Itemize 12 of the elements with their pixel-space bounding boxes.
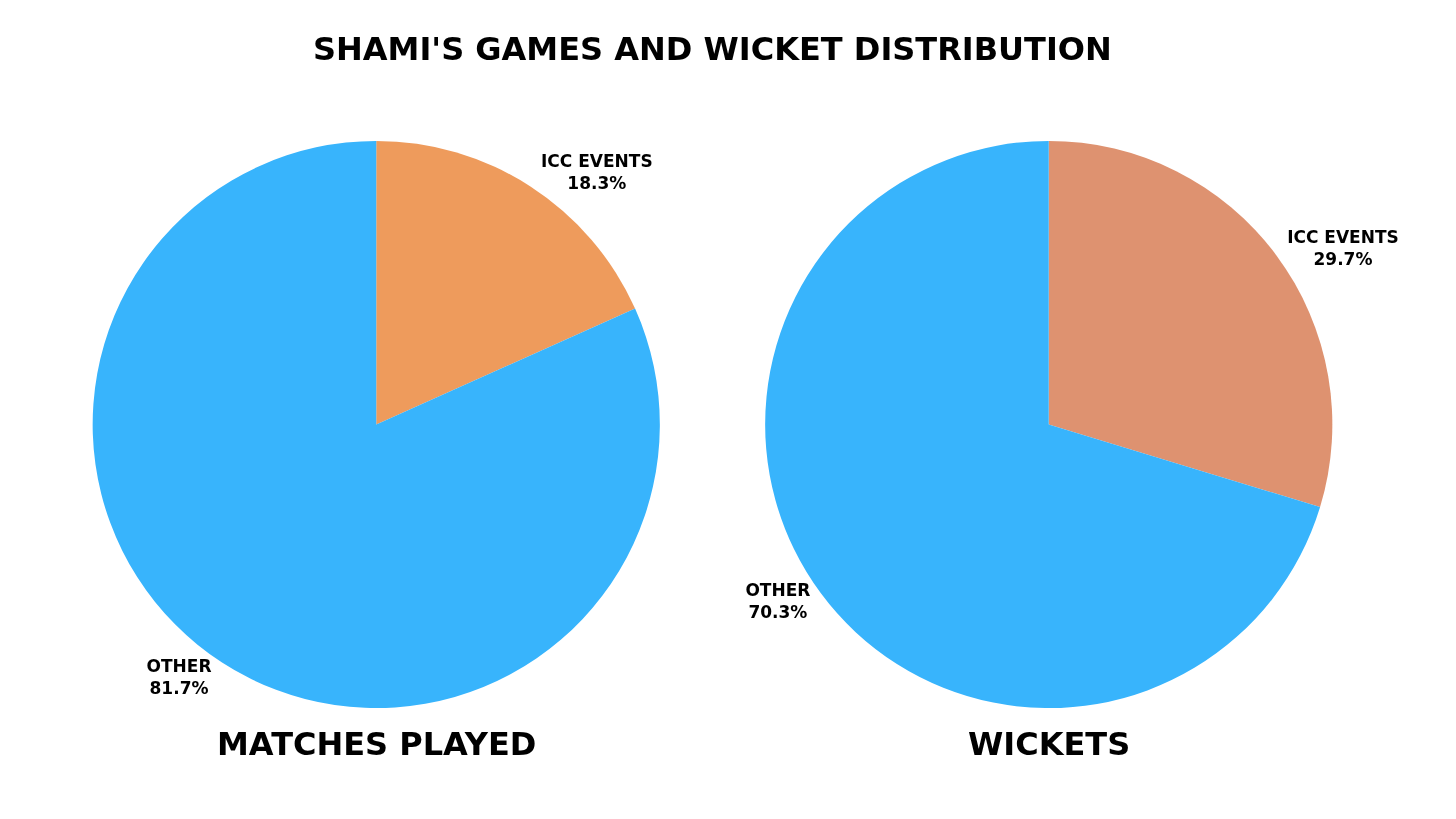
- data-label: 70.3%: [748, 601, 808, 622]
- pie-slice: [92, 140, 660, 708]
- slice-label: ICC EVENTS: [540, 150, 653, 171]
- data-label: 18.3%: [567, 172, 627, 193]
- data-label: 29.7%: [1313, 249, 1373, 270]
- text: SHAMI'S GAMES AND WICKET DISTRIBUTION: [313, 30, 1112, 68]
- slice-label: ICC EVENTS: [1287, 227, 1399, 248]
- slice-label: OTHER: [745, 579, 811, 600]
- slice-label: OTHER: [146, 656, 212, 677]
- text: WICKETS: [968, 725, 1131, 763]
- data-label: 81.7%: [149, 678, 209, 699]
- text: MATCHES PLAYED: [217, 725, 537, 763]
